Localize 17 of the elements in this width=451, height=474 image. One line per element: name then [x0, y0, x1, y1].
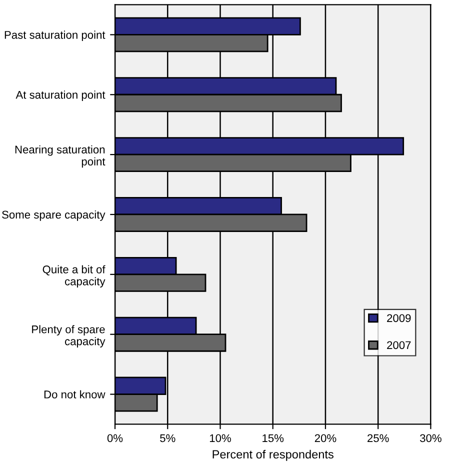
x-axis-title: Percent of respondents — [212, 450, 334, 461]
x-tick-label: 15% — [262, 434, 284, 442]
x-tick-label: 25% — [368, 434, 389, 442]
x-tick-label: 30% — [420, 434, 442, 442]
y-tick-label: Some spare capacity — [2, 210, 106, 221]
x-tick-label: 5% — [160, 434, 176, 442]
y-tick-label: At saturation point — [16, 90, 106, 101]
y-tick-label: Nearing saturation point — [15, 145, 106, 168]
y-tick-label: Plenty of spare capacity — [32, 325, 106, 348]
legend-label: 2009 — [387, 314, 411, 322]
legend-label: 2007 — [387, 341, 411, 350]
x-tick-label: 20% — [314, 434, 336, 442]
y-tick-label: Quite a bit of capacity — [42, 265, 106, 288]
x-tick-label: 10% — [210, 434, 231, 442]
x-tick-label: 0% — [107, 434, 123, 442]
y-tick-label: Past saturation point — [4, 30, 106, 42]
y-tick-label: Do not know — [44, 390, 106, 398]
